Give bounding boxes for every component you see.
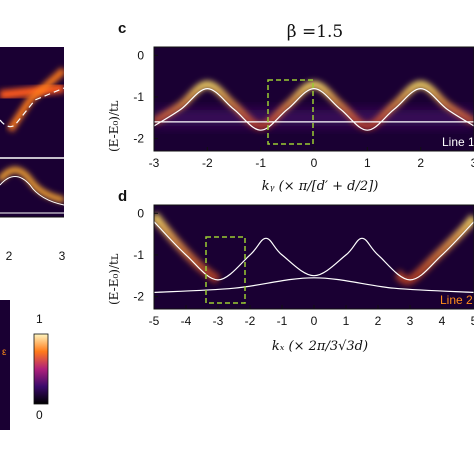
panel-d-heatmap-bg	[154, 205, 474, 309]
left-band-top	[0, 83, 64, 100]
panel-c-diffuse	[154, 110, 474, 126]
left-xtick: 3	[59, 249, 66, 263]
panel-c-heatmap-bg	[154, 47, 474, 151]
x-tick-label: -1	[277, 314, 288, 328]
left-lower-fragment: ε	[2, 347, 7, 358]
colorbar-min: 0	[36, 408, 43, 422]
y-tick-label: -2	[133, 290, 144, 304]
x-tick-label: 3	[407, 314, 414, 328]
panel-c-label: c	[118, 20, 126, 37]
colorbar-max: 1	[36, 312, 43, 326]
panel-c-xticks: -3 -2 -1 0 1 2 3	[149, 147, 474, 170]
left-heatmap-bg	[0, 47, 64, 217]
panel-d-xticks: -5 -4 -3 -2 -1 0 1 2 3 4 5	[149, 305, 474, 328]
panel-d-xlabel: kₓ (× 2π/3√3d)	[272, 339, 368, 354]
panel-c-plot: Line 1	[154, 47, 474, 151]
colorbar	[33, 333, 49, 405]
y-tick-label: -2	[133, 132, 144, 146]
x-tick-label: 0	[311, 314, 318, 328]
left-curve-low	[0, 176, 64, 206]
x-tick-label: 2	[375, 314, 382, 328]
y-tick-label: -1	[133, 248, 144, 262]
panel-d-yticks: 0 -1 -2	[133, 206, 158, 304]
panel-d-plot: Line 2	[154, 205, 474, 309]
panel-d-dashed-box	[205, 236, 246, 304]
panel-d-band-right	[394, 214, 474, 285]
y-tick-label: 0	[137, 206, 144, 220]
x-tick-label: 4	[439, 314, 446, 328]
y-tick-label: 0	[137, 48, 144, 62]
left-lower-heatmap	[0, 300, 10, 430]
x-tick-label: -3	[149, 156, 160, 170]
x-tick-label: -5	[149, 314, 160, 328]
x-tick-label: 3	[471, 156, 474, 170]
y-tick-label: -1	[133, 90, 144, 104]
x-tick-label: -2	[202, 156, 213, 170]
panel-d-lower-curve	[154, 277, 474, 293]
panel-c-xlabel: kᵧ (× π/[d′ + d/2])	[262, 179, 379, 194]
x-tick-label: 1	[343, 314, 350, 328]
x-tick-label: 0	[311, 156, 318, 170]
left-dashed-curve	[0, 87, 64, 128]
panel-d-band-left	[154, 212, 221, 284]
panel-c-yticks: 0 -1 -2	[133, 48, 158, 146]
x-tick-label: -2	[245, 314, 256, 328]
panel-c-line-label: Line 1	[442, 135, 474, 149]
x-tick-label: 2	[417, 156, 424, 170]
left-xtick: 2	[6, 249, 13, 263]
panel-c-white-curve	[154, 87, 474, 131]
panel-d-line-label: Line 2	[440, 293, 473, 307]
panel-d-label: d	[118, 188, 127, 205]
x-tick-label: -1	[255, 156, 266, 170]
panel-d-white-curve	[154, 221, 474, 281]
panel-c-band	[154, 80, 474, 131]
panel-c-ylabel: (E-E₀)/tʟ	[107, 100, 121, 152]
x-tick-label: 5	[471, 314, 474, 328]
panel-c-dashed-box	[267, 79, 314, 145]
x-tick-label: -3	[213, 314, 224, 328]
left-panel	[0, 47, 64, 217]
panel-d-ylabel: (E-E₀)/tʟ	[107, 253, 121, 305]
left-band-low	[0, 167, 64, 203]
left-line-label: Line 1	[22, 226, 55, 240]
x-tick-label: 1	[364, 156, 371, 170]
left-band-diag	[7, 67, 64, 132]
figure-title: β =1.5	[287, 22, 344, 42]
x-tick-label: -4	[181, 314, 192, 328]
